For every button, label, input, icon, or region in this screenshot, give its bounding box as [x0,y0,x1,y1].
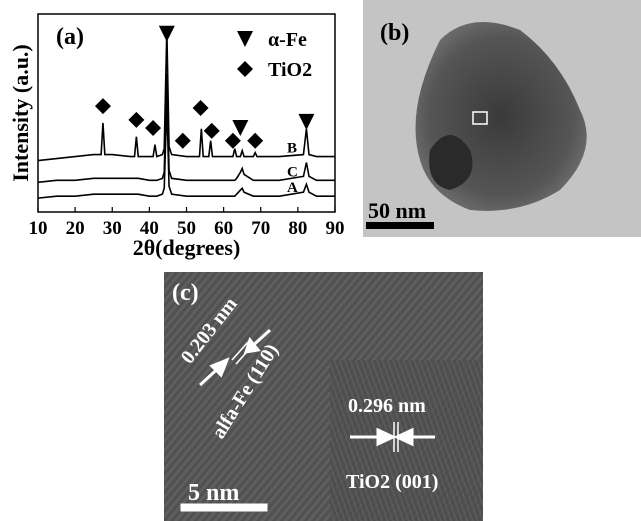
legend-label: TiO2 [268,59,312,81]
legend-label: α-Fe [268,29,307,51]
panel-label: (b) [380,20,409,46]
x-tick-label: 20 [66,218,85,239]
peak-marker [232,120,248,136]
peak-marker [225,133,241,149]
legend-symbol [237,61,253,77]
peak-marker [95,98,111,114]
x-tick-label: 70 [251,218,270,239]
peak-marker [175,133,191,149]
curve-label: A [287,180,298,196]
curve-label: C [287,164,298,180]
panel-label: (a) [56,24,84,50]
peak-marker [128,112,144,128]
peak-marker [159,26,175,42]
spacing-label: 0.296 nm [348,395,426,417]
x-tick-label: 90 [326,218,345,239]
curve-label: B [287,141,297,157]
scale-bar-label: 50 nm [368,198,426,223]
y-axis-label: Intensity (a.u.) [8,44,33,182]
peak-marker [204,123,220,139]
panel-label: (c) [172,280,199,306]
x-tick-label: 80 [288,218,307,239]
x-tick-label: 30 [103,218,122,239]
plane-label: TiO2 (001) [346,471,438,493]
figure-svg: (b) 50 nm (c) 0.203 nm alfa-Fe (110) 0.2… [0,0,641,521]
legend-symbol [237,31,253,47]
peak-marker [193,100,209,116]
peak-marker [145,120,161,136]
x-tick-label: 10 [29,218,48,239]
peak-marker [247,133,263,149]
x-axis-label: 2θ(degrees) [133,235,241,260]
figure: (b) 50 nm (c) 0.203 nm alfa-Fe (110) 0.2… [0,0,641,521]
scale-bar-label: 5 nm [188,480,239,506]
peak-marker [298,114,314,130]
